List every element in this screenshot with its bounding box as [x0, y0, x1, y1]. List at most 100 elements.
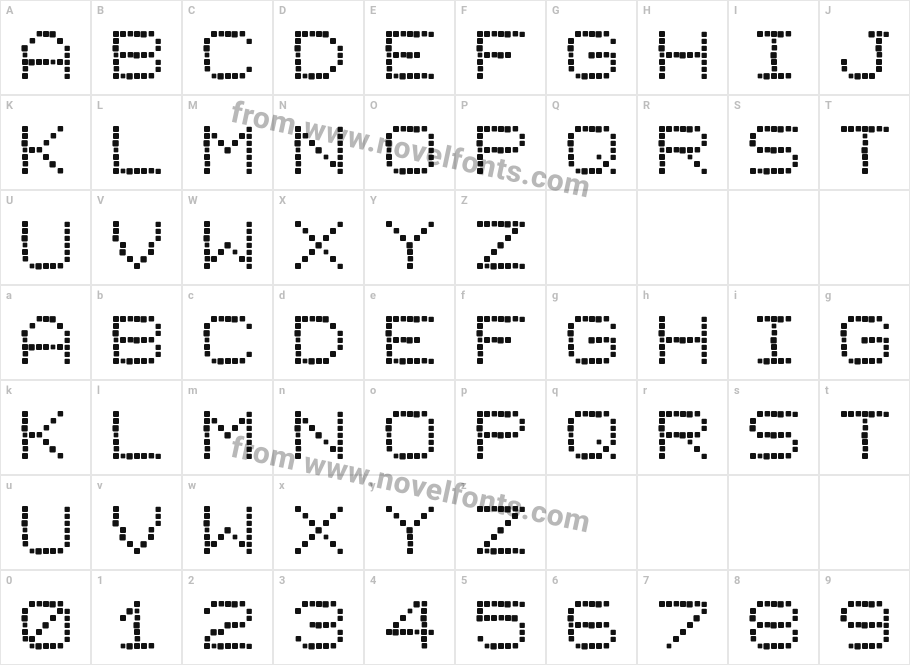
glyph	[295, 316, 343, 364]
glyph-cell-label: 2	[188, 574, 194, 587]
glyph-cell-label: V	[97, 194, 104, 207]
glyph-cell: p	[455, 380, 546, 475]
glyph-cell: b	[91, 285, 182, 380]
glyph	[295, 221, 343, 269]
glyph-cell-label: e	[370, 289, 376, 302]
glyph-cell: r	[637, 380, 728, 475]
glyph-cell: y	[364, 475, 455, 570]
glyph-cell-label: U	[6, 194, 13, 207]
font-character-grid: ABCDEFGHIJKLMNOPQRSTUVWXYZabcdefghigklmn…	[0, 0, 910, 665]
glyph-cell: l	[91, 380, 182, 475]
glyph-cell-label: g	[552, 289, 558, 302]
glyph-cell-label: H	[643, 4, 651, 17]
glyph-cell-label: E	[370, 4, 376, 17]
glyph	[295, 126, 343, 174]
glyph	[386, 126, 434, 174]
glyph	[477, 506, 525, 554]
glyph-cell: z	[455, 475, 546, 570]
glyph-cell	[819, 190, 910, 285]
glyph-cell: M	[182, 95, 273, 190]
glyph-cell-label: y	[370, 479, 376, 492]
glyph-cell: O	[364, 95, 455, 190]
glyph-cell-label: G	[552, 4, 560, 17]
glyph-cell-label: s	[734, 384, 740, 397]
glyph	[659, 316, 707, 364]
glyph-cell-label: X	[279, 194, 286, 207]
glyph-cell-label: 1	[97, 574, 103, 587]
glyph-cell: u	[0, 475, 91, 570]
glyph	[750, 316, 798, 364]
glyph-cell: J	[819, 0, 910, 95]
glyph-cell: C	[182, 0, 273, 95]
glyph	[659, 126, 707, 174]
glyph-cell-label: p	[461, 384, 467, 397]
glyph-cell-label: 4	[370, 574, 376, 587]
glyph-cell: w	[182, 475, 273, 570]
glyph	[477, 601, 525, 649]
glyph-cell	[546, 475, 637, 570]
glyph-cell-label: N	[279, 99, 287, 112]
glyph-cell-label: Y	[370, 194, 377, 207]
glyph-cell: W	[182, 190, 273, 285]
glyph-cell-label: b	[97, 289, 103, 302]
glyph	[386, 506, 434, 554]
glyph-cell-label: J	[825, 4, 831, 17]
glyph-cell-label: r	[643, 384, 647, 397]
glyph	[659, 411, 707, 459]
glyph	[568, 126, 616, 174]
glyph	[841, 316, 889, 364]
glyph	[386, 316, 434, 364]
glyph	[568, 411, 616, 459]
glyph-cell-label: o	[370, 384, 376, 397]
glyph-cell: 9	[819, 570, 910, 665]
glyph	[477, 411, 525, 459]
glyph-cell: T	[819, 95, 910, 190]
glyph-cell-label: v	[97, 479, 103, 492]
glyph-cell: h	[637, 285, 728, 380]
glyph	[295, 411, 343, 459]
glyph	[841, 31, 889, 79]
glyph-cell-label: T	[825, 99, 832, 112]
glyph-cell-label: P	[461, 99, 468, 112]
glyph	[204, 506, 252, 554]
glyph	[750, 411, 798, 459]
glyph	[477, 31, 525, 79]
glyph	[750, 601, 798, 649]
glyph-cell-label: 7	[643, 574, 649, 587]
glyph-cell: V	[91, 190, 182, 285]
glyph-cell: U	[0, 190, 91, 285]
glyph	[477, 126, 525, 174]
glyph-cell: I	[728, 0, 819, 95]
glyph-cell-label: Z	[461, 194, 468, 207]
glyph	[113, 126, 161, 174]
glyph-cell	[728, 475, 819, 570]
glyph-cell: G	[546, 0, 637, 95]
glyph-cell: P	[455, 95, 546, 190]
glyph-cell-label: I	[734, 4, 737, 17]
glyph-cell: i	[728, 285, 819, 380]
glyph-cell: c	[182, 285, 273, 380]
glyph-cell: d	[273, 285, 364, 380]
glyph	[22, 31, 70, 79]
glyph	[113, 506, 161, 554]
glyph-cell-label: W	[188, 194, 198, 207]
glyph-cell-label: t	[825, 384, 829, 397]
glyph	[204, 601, 252, 649]
glyph	[22, 411, 70, 459]
glyph	[659, 31, 707, 79]
glyph-cell: D	[273, 0, 364, 95]
glyph	[386, 601, 434, 649]
glyph	[113, 31, 161, 79]
glyph-cell-label: 9	[825, 574, 831, 587]
glyph-cell: F	[455, 0, 546, 95]
glyph-cell: E	[364, 0, 455, 95]
glyph-cell: x	[273, 475, 364, 570]
glyph	[22, 316, 70, 364]
glyph-cell	[728, 190, 819, 285]
glyph-cell: 6	[546, 570, 637, 665]
glyph-cell: 0	[0, 570, 91, 665]
glyph-cell: N	[273, 95, 364, 190]
glyph-cell: t	[819, 380, 910, 475]
glyph	[204, 221, 252, 269]
glyph-cell	[637, 475, 728, 570]
